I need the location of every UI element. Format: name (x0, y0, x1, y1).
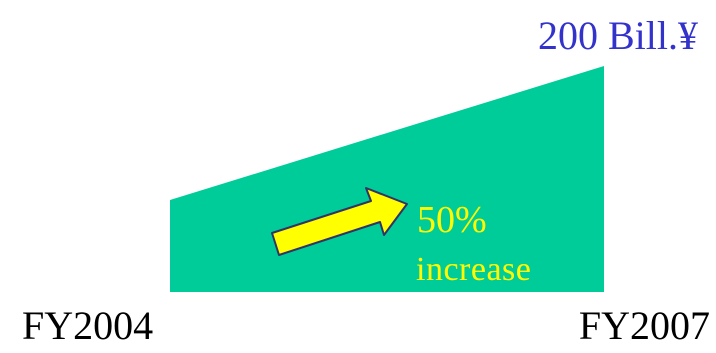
end-year-label: FY2007 (578, 303, 710, 348)
top-value-label: 200 Bill.¥ (537, 13, 698, 58)
growth-percent-label: 50% (417, 199, 487, 241)
growth-word-label: increase (416, 251, 532, 288)
start-year-label: FY2004 (22, 303, 154, 348)
right-arrow-icon (271, 187, 408, 256)
growth-wedge (170, 66, 604, 292)
